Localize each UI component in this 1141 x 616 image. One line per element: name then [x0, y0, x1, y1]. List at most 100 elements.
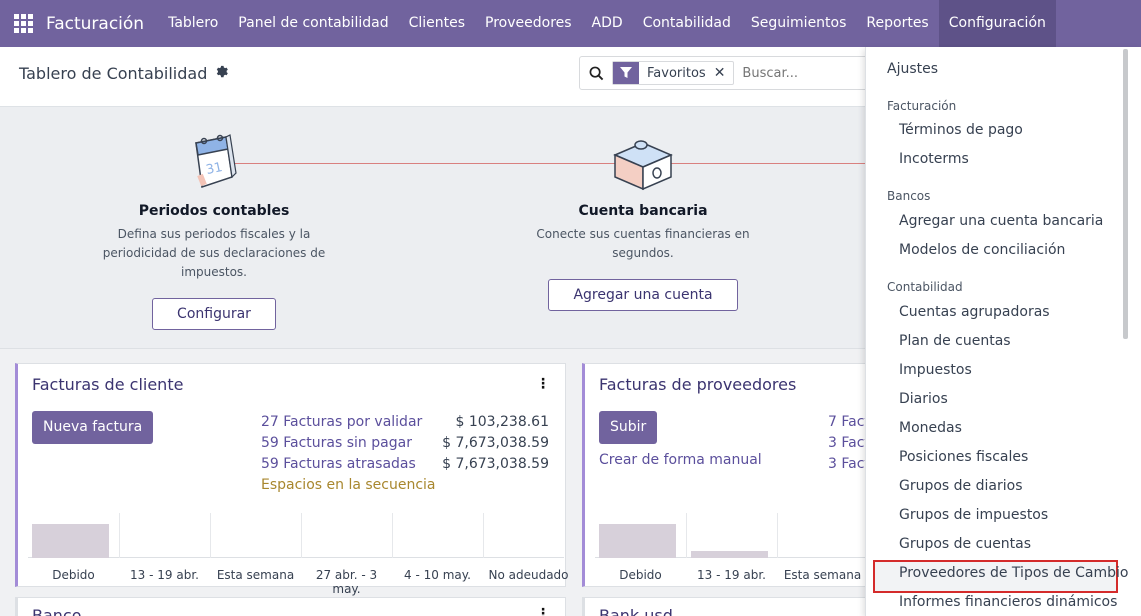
graph-column: [210, 513, 301, 558]
nav-panel-contabilidad[interactable]: Panel de contabilidad: [238, 15, 389, 31]
menu-item-journal-groups[interactable]: Grupos de diarios: [899, 478, 1023, 494]
menu-item-taxes[interactable]: Impuestos: [899, 362, 972, 378]
graph-label: Esta semana: [216, 568, 295, 582]
graph-column: [119, 513, 210, 558]
menu-item-exchange-rate-providers[interactable]: Proveedores de Tipos de Cambio: [899, 565, 1129, 581]
onboarding-progress-line: [214, 163, 1141, 164]
nav-add[interactable]: ADD: [591, 15, 623, 31]
menu-item-chart-of-accounts[interactable]: Plan de cuentas: [899, 333, 1011, 349]
bank-card: Banco ⋮: [15, 597, 566, 616]
menu-item-payment-terms[interactable]: Términos de pago: [899, 122, 1023, 138]
graph-column: [777, 513, 868, 558]
nav-proveedores[interactable]: Proveedores: [485, 15, 572, 31]
configuration-dropdown: Ajustes Facturación Términos de pago Inc…: [865, 47, 1141, 616]
calendar-icon: 31: [182, 133, 246, 195]
kebab-menu-icon[interactable]: ⋮: [536, 606, 550, 616]
graph-label: 13 - 19 abr.: [130, 568, 199, 582]
top-navbar: Facturación Tablero Panel de contabilida…: [0, 0, 1141, 47]
filter-icon: [613, 62, 639, 84]
menu-item-add-bank-account[interactable]: Agregar una cuenta bancaria: [899, 213, 1104, 229]
search-bar[interactable]: Favoritos ✕: [579, 56, 1135, 90]
menu-item-dynamic-financial-reports[interactable]: Informes financieros dinámicos: [899, 594, 1118, 610]
menu-header-bancos: Bancos: [887, 189, 931, 203]
vendor-stat[interactable]: 3 Fact: [828, 435, 870, 451]
menu-item-reconciliation-models[interactable]: Modelos de conciliación: [899, 242, 1066, 258]
menu-item-ajustes[interactable]: Ajustes: [887, 61, 939, 77]
graph-column: [483, 513, 574, 558]
add-account-button[interactable]: Agregar una cuenta: [548, 279, 738, 311]
graph-label: Debido: [52, 568, 95, 582]
vendor-aging-graph: [595, 513, 885, 558]
sequence-gaps-link[interactable]: Espacios en la secuencia: [261, 477, 436, 493]
graph-label: Debido: [619, 568, 662, 582]
vendor-stat[interactable]: 7 Fact: [828, 414, 870, 430]
nav-reportes[interactable]: Reportes: [866, 15, 929, 31]
step-title: Cuenta bancaria: [578, 203, 708, 219]
vendor-stat[interactable]: 3 Fact: [828, 456, 870, 472]
stat-to-validate[interactable]: 27 Facturas por validar: [261, 414, 423, 430]
favorites-facet[interactable]: Favoritos ✕: [612, 61, 735, 85]
graph-label: No adeudado: [488, 568, 569, 582]
dropdown-scrollbar[interactable]: [1123, 49, 1128, 339]
nav-configuracion[interactable]: Configuración: [938, 0, 1056, 47]
search-input[interactable]: [742, 65, 863, 81]
graph-bar[interactable]: [32, 524, 109, 558]
graph-column: [686, 513, 777, 558]
card-title[interactable]: Bank usd: [599, 606, 673, 616]
bank-usd-card: Bank usd: [582, 597, 882, 616]
onboarding-step-periods: 31 Periodos contables Defina sus periodo…: [94, 133, 334, 330]
graph-column: [301, 513, 392, 558]
card-title[interactable]: Banco: [32, 606, 82, 616]
app-brand[interactable]: Facturación: [46, 13, 145, 34]
gear-icon[interactable]: [215, 65, 229, 82]
nav-seguimientos[interactable]: Seguimientos: [750, 15, 847, 31]
vendor-bills-card: Facturas de proveedores Subir Crear de f…: [582, 363, 917, 587]
nav-clientes[interactable]: Clientes: [408, 15, 466, 31]
step-description: Defina sus periodos fiscales y la period…: [102, 227, 326, 279]
apps-menu-icon[interactable]: [0, 0, 46, 47]
step-description: Conecte sus cuentas financieras en segun…: [536, 227, 750, 260]
card-title[interactable]: Facturas de cliente: [32, 375, 184, 394]
onboarding-step-bank: Cuenta bancaria Conecte sus cuentas fina…: [523, 133, 763, 311]
graph-column: [392, 513, 483, 558]
stat-amount: $ 7,673,038.59: [442, 435, 549, 451]
facet-label: Favoritos: [647, 65, 706, 81]
calendar-number: 31: [205, 160, 224, 178]
menu-item-incoterms[interactable]: Incoterms: [899, 151, 969, 167]
close-icon[interactable]: ✕: [713, 65, 726, 81]
graph-column: [595, 513, 686, 558]
stat-amount: $ 103,238.61: [455, 414, 549, 430]
step-title: Periodos contables: [138, 203, 290, 219]
highlighted-item-box: [873, 560, 1118, 593]
nav-tablero[interactable]: Tablero: [168, 15, 219, 31]
puzzle-icon: [611, 133, 675, 195]
graph-label: Esta semana: [783, 568, 862, 582]
kebab-menu-icon[interactable]: ⋮: [536, 376, 550, 392]
menu-item-journals[interactable]: Diarios: [899, 391, 948, 407]
graph-bar[interactable]: [691, 551, 768, 558]
menu-item-tax-groups[interactable]: Grupos de impuestos: [899, 507, 1049, 523]
menu-header-contabilidad: Contabilidad: [887, 280, 963, 294]
new-invoice-button[interactable]: Nueva factura: [32, 411, 154, 444]
customer-invoices-card: Facturas de cliente ⋮ Nueva factura 27 F…: [15, 363, 569, 596]
create-manual-link[interactable]: Crear de forma manual: [599, 452, 762, 468]
stat-overdue[interactable]: 59 Facturas atrasadas: [261, 456, 416, 472]
card-title[interactable]: Facturas de proveedores: [599, 375, 797, 394]
page-title: Tablero de Contabilidad: [19, 64, 229, 83]
graph-label: 13 - 19 abr.: [697, 568, 766, 582]
search-icon[interactable]: [580, 66, 612, 81]
menu-item-fiscal-positions[interactable]: Posiciones fiscales: [899, 449, 1029, 465]
stat-unpaid[interactable]: 59 Facturas sin pagar: [261, 435, 412, 451]
customer-aging-graph: [28, 513, 564, 558]
graph-label: 27 abr. - 3 may.: [315, 568, 378, 596]
graph-bar[interactable]: [599, 524, 676, 558]
upload-button[interactable]: Subir: [599, 411, 658, 444]
configure-button[interactable]: Configurar: [152, 298, 276, 330]
graph-label: 4 - 10 may.: [404, 568, 471, 582]
graph-column: [28, 513, 119, 558]
menu-item-currencies[interactable]: Monedas: [899, 420, 962, 436]
menu-item-group-accounts[interactable]: Cuentas agrupadoras: [899, 304, 1050, 320]
nav-contabilidad[interactable]: Contabilidad: [642, 15, 731, 31]
menu-item-account-groups[interactable]: Grupos de cuentas: [899, 536, 1032, 552]
menu-header-facturacion: Facturación: [887, 99, 957, 113]
